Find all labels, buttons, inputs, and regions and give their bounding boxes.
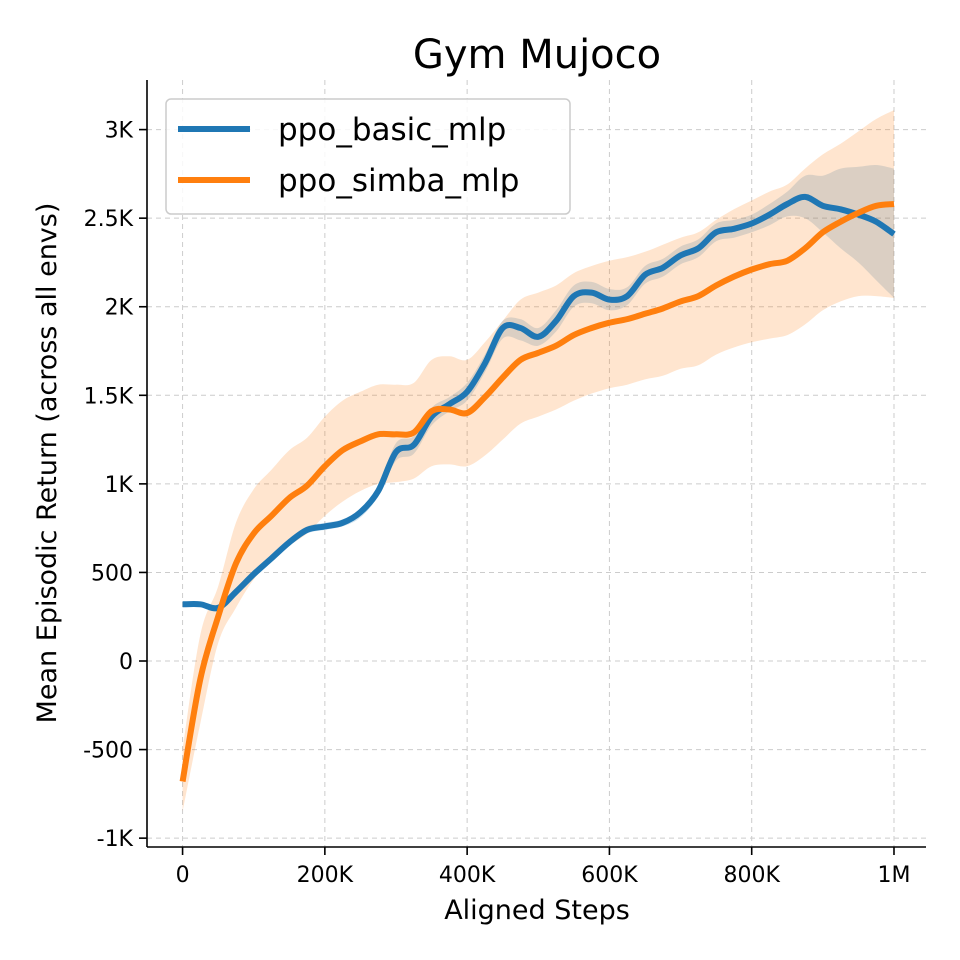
x-tick-label: 200K: [297, 863, 354, 888]
band-ppo-simba-mlp: [182, 110, 895, 812]
legend: ppo_basic_mlp ppo_simba_mlp: [165, 98, 571, 215]
chart-title: Gym Mujoco: [413, 32, 661, 78]
confidence-bands: [182, 110, 895, 812]
y-ticks: -1K -500 0 500 1K 1.5K 2K 2.5K 3K: [83, 119, 147, 852]
x-tick-label: 1M: [877, 863, 910, 888]
band-ppo-basic-mlp: [182, 164, 895, 610]
line-ppo-basic-mlp: [182, 193, 896, 612]
y-tick-label: -1K: [97, 827, 134, 852]
x-tick-label: 600K: [581, 863, 638, 888]
legend-box: [165, 98, 571, 215]
y-tick-label: 1K: [105, 473, 134, 498]
y-tick-label: 3K: [105, 119, 134, 144]
y-tick-label: 0: [119, 650, 133, 675]
axes: [146, 80, 926, 848]
x-axis-label: Aligned Steps: [444, 895, 630, 926]
legend-label-ppo-simba-mlp: ppo_simba_mlp: [278, 163, 519, 199]
y-tick-label: -500: [83, 739, 133, 764]
y-tick-label: 2.5K: [84, 207, 134, 232]
y-tick-label: 1.5K: [84, 384, 134, 409]
y-tick-label: 2K: [105, 296, 134, 321]
series-lines: [179, 193, 896, 782]
line-ppo-simba-mlp: [179, 201, 895, 782]
y-tick-label: 500: [91, 561, 133, 586]
legend-label-ppo-basic-mlp: ppo_basic_mlp: [278, 112, 506, 148]
x-ticks: 0 200K 400K 600K 800K 1M: [176, 847, 910, 888]
y-axis-label: Mean Episodic Return (across all envs): [32, 203, 63, 724]
x-tick-label: 800K: [723, 863, 780, 888]
x-tick-label: 400K: [439, 863, 496, 888]
x-tick-label: 0: [176, 863, 190, 888]
